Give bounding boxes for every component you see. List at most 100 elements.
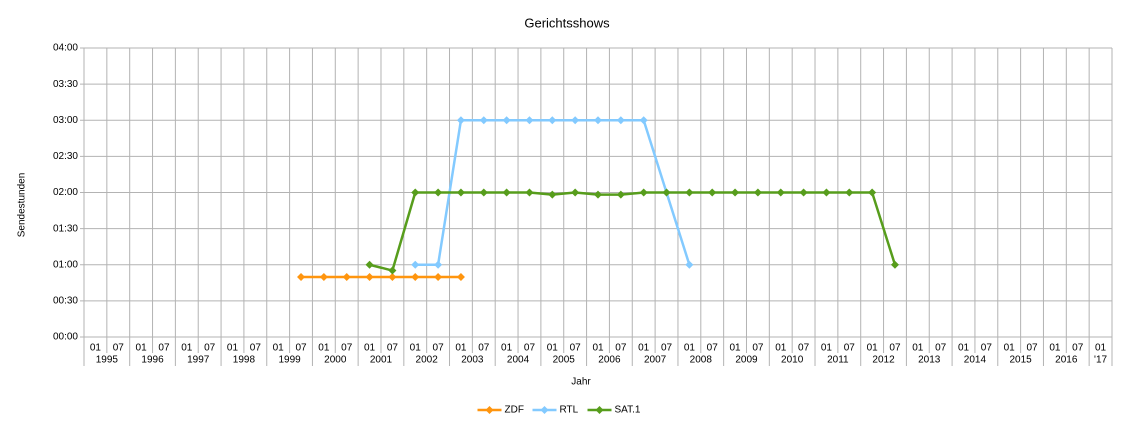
- data-point: [502, 188, 511, 197]
- x-group-label: 2011: [827, 355, 849, 366]
- data-point: [822, 188, 831, 197]
- x-axis-title: Jahr: [571, 377, 591, 388]
- x-group-label: 2001: [370, 355, 393, 366]
- x-tick-label: 01: [867, 343, 879, 354]
- data-point: [799, 188, 808, 197]
- x-group-label: 1997: [187, 355, 210, 366]
- legend-marker: [540, 406, 549, 414]
- x-group-label: 2000: [324, 355, 347, 366]
- data-point: [685, 188, 694, 197]
- data-point: [365, 273, 374, 282]
- x-tick-label: 01: [592, 343, 604, 354]
- x-tick-label: 01: [501, 343, 513, 354]
- legend-label: SAT.1: [615, 405, 641, 416]
- data-point: [571, 188, 580, 197]
- legend-label: ZDF: [505, 405, 524, 416]
- data-point: [845, 188, 854, 197]
- x-tick-label: 01: [90, 343, 102, 354]
- x-group-label: 2008: [690, 355, 713, 366]
- y-tick-label: 02:00: [53, 187, 78, 198]
- data-point: [456, 273, 465, 282]
- data-point: [388, 273, 397, 282]
- x-group-label: 2016: [1055, 355, 1078, 366]
- x-tick-label: 01: [684, 343, 696, 354]
- data-point: [297, 273, 306, 282]
- x-tick-label: 01: [136, 343, 148, 354]
- data-point: [525, 188, 534, 197]
- x-tick-label: 07: [889, 343, 901, 354]
- data-point: [868, 188, 877, 197]
- x-tick-label: 07: [295, 343, 307, 354]
- x-tick-label: 01: [1095, 343, 1107, 354]
- data-point: [502, 116, 511, 125]
- x-group-label: 1995: [96, 355, 119, 366]
- x-tick-label: 07: [752, 343, 764, 354]
- y-tick-label: 00:30: [53, 296, 78, 307]
- data-point: [319, 273, 328, 282]
- x-tick-label: 01: [273, 343, 285, 354]
- y-tick-label: 00:00: [53, 332, 78, 343]
- data-point: [365, 260, 374, 269]
- data-point: [342, 273, 351, 282]
- legend-marker: [485, 406, 494, 414]
- y-tick-label: 01:30: [53, 223, 78, 234]
- x-tick-label: 07: [935, 343, 947, 354]
- x-tick-label: 01: [775, 343, 787, 354]
- data-point: [662, 188, 671, 197]
- data-point: [434, 188, 443, 197]
- data-point: [616, 116, 625, 125]
- x-tick-label: 01: [730, 343, 742, 354]
- x-tick-label: 01: [638, 343, 650, 354]
- data-point: [388, 266, 397, 275]
- legend-label: RTL: [560, 405, 579, 416]
- data-point: [594, 116, 602, 125]
- data-point: [753, 188, 762, 197]
- y-tick-label: 01:00: [53, 259, 78, 270]
- x-tick-label: 01: [227, 343, 239, 354]
- data-point: [890, 260, 899, 269]
- x-tick-label: 07: [113, 343, 125, 354]
- x-tick-label: 07: [844, 343, 856, 354]
- x-tick-label: 07: [433, 343, 445, 354]
- data-point: [434, 273, 443, 282]
- data-point: [616, 190, 625, 199]
- x-tick-label: 07: [341, 343, 353, 354]
- x-group-label: 2003: [461, 355, 484, 366]
- chart-title: Gerichtsshows: [524, 15, 610, 30]
- x-tick-label: 07: [158, 343, 170, 354]
- data-point: [456, 188, 465, 197]
- x-tick-label: 01: [1049, 343, 1061, 354]
- x-tick-label: 01: [1004, 343, 1016, 354]
- x-group-label: '17: [1094, 355, 1107, 366]
- x-tick-label: 01: [821, 343, 833, 354]
- x-tick-label: 01: [958, 343, 970, 354]
- data-point: [411, 188, 420, 197]
- x-tick-label: 07: [1072, 343, 1084, 354]
- x-tick-label: 07: [204, 343, 216, 354]
- x-group-label: 2015: [1009, 355, 1032, 366]
- x-group-label: 1998: [233, 355, 256, 366]
- x-tick-label: 07: [524, 343, 536, 354]
- x-group-label: 2009: [735, 355, 758, 366]
- x-tick-label: 07: [707, 343, 719, 354]
- x-tick-label: 07: [250, 343, 262, 354]
- x-group-label: 2004: [507, 355, 530, 366]
- data-point: [525, 116, 534, 125]
- x-group-label: 2002: [416, 355, 439, 366]
- x-group-label: 2013: [918, 355, 941, 366]
- x-tick-label: 07: [387, 343, 399, 354]
- x-group-label: 2007: [644, 355, 667, 366]
- data-point: [548, 190, 557, 199]
- x-tick-label: 07: [798, 343, 810, 354]
- y-tick-label: 04:00: [53, 43, 78, 54]
- y-tick-label: 02:30: [53, 151, 78, 162]
- x-tick-label: 01: [547, 343, 559, 354]
- x-tick-label: 01: [181, 343, 193, 354]
- x-group-label: 2014: [964, 355, 987, 366]
- x-tick-label: 07: [615, 343, 627, 354]
- x-tick-label: 01: [410, 343, 422, 354]
- data-point: [639, 188, 648, 197]
- x-tick-label: 07: [478, 343, 490, 354]
- x-tick-label: 01: [318, 343, 330, 354]
